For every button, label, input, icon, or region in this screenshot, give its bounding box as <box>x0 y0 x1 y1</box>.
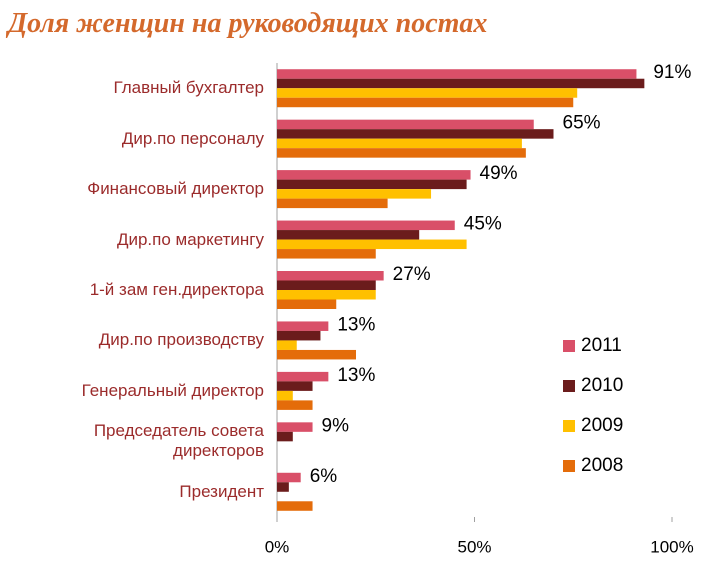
legend-label: 2010 <box>581 375 623 396</box>
data-label: 91% <box>653 62 691 83</box>
bar <box>277 340 297 350</box>
bar <box>277 249 376 259</box>
bar <box>277 230 420 240</box>
bar <box>277 290 376 300</box>
bar <box>277 220 455 231</box>
x-tick-label: 50% <box>457 537 491 556</box>
data-label: 13% <box>337 314 375 335</box>
bar <box>277 198 388 209</box>
bar <box>277 119 534 130</box>
bar <box>277 501 313 511</box>
bar <box>277 349 356 360</box>
bar <box>277 148 526 158</box>
bar <box>277 422 313 432</box>
bar <box>277 431 293 442</box>
bar <box>277 129 554 139</box>
bar <box>277 330 321 341</box>
category-label: Дир.по производству <box>98 330 264 350</box>
legend-swatch <box>563 420 575 432</box>
legend-label: 2008 <box>581 455 623 476</box>
data-label: 9% <box>322 415 350 436</box>
category-label: Дир.по персоналу <box>121 128 264 148</box>
category-label: Дир.по маркетингу <box>116 229 264 249</box>
bar <box>277 239 467 250</box>
data-label: 45% <box>464 214 502 235</box>
data-label: 27% <box>393 264 431 285</box>
legend-swatch <box>563 380 575 392</box>
data-label: 13% <box>337 365 375 386</box>
data-label: 6% <box>310 466 338 487</box>
bar <box>277 138 522 149</box>
category-label: Главный бухгалтер <box>113 78 264 98</box>
bar <box>277 280 376 290</box>
bar <box>277 179 467 190</box>
x-tick-label: 100% <box>650 537 693 556</box>
bar <box>277 400 313 410</box>
bar <box>277 271 384 281</box>
bar <box>277 97 574 108</box>
bar <box>277 381 313 391</box>
bar <box>277 472 301 483</box>
bar <box>277 69 637 79</box>
bar <box>277 482 289 492</box>
category-label: Генеральный директор <box>81 380 264 400</box>
bar <box>277 88 578 98</box>
legend-swatch <box>563 340 575 352</box>
category-label: Президент <box>179 481 264 501</box>
category-label: Председатель совета директоров <box>93 421 264 461</box>
chart-title: Доля женщин на руководящих постах <box>8 8 488 39</box>
category-label: 1-й зам ген.директора <box>89 280 264 299</box>
legend-swatch <box>563 460 575 472</box>
bar <box>277 170 471 180</box>
bar <box>277 299 337 309</box>
x-tick-label: 0% <box>265 537 290 556</box>
bar <box>277 371 329 382</box>
category-label: Финансовый директор <box>87 179 264 199</box>
bar <box>277 189 432 199</box>
data-label: 65% <box>563 113 601 134</box>
bar <box>277 78 645 89</box>
legend-label: 2011 <box>581 335 622 356</box>
legend-label: 2009 <box>581 415 623 436</box>
data-label: 49% <box>480 163 518 184</box>
bar <box>277 321 329 331</box>
bar <box>277 390 293 401</box>
